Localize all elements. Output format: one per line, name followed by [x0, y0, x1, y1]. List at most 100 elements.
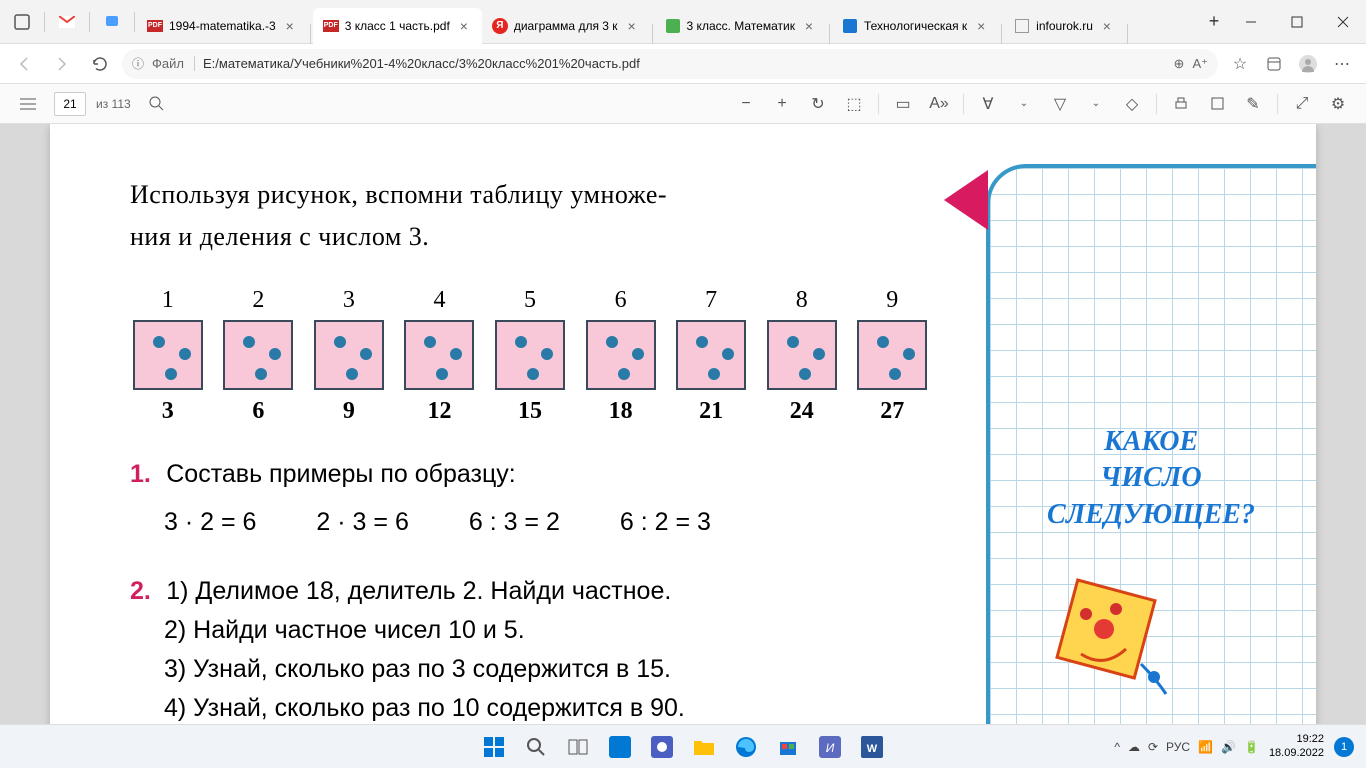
read-aloud-icon[interactable]: A⁺: [1192, 56, 1208, 72]
dice: [133, 320, 203, 390]
save-icon[interactable]: [1201, 88, 1233, 120]
page-total: из 113: [96, 97, 131, 111]
tab-label: 3 класс 1 часть.pdf: [345, 19, 450, 33]
tab-close-icon[interactable]: ×: [624, 18, 640, 34]
zoom-icon[interactable]: ⊕: [1174, 56, 1185, 72]
equation: 3 · 2 = 6: [164, 503, 256, 542]
tab-label: 3 класс. Математик: [687, 19, 795, 33]
taskbar-search-icon[interactable]: [516, 727, 556, 767]
print-icon[interactable]: [1165, 88, 1197, 120]
settings-icon[interactable]: ⚙: [1322, 88, 1354, 120]
equation: 2 · 3 = 6: [316, 503, 408, 542]
equation: 6 : 3 = 2: [469, 503, 560, 542]
chat-icon[interactable]: [98, 8, 126, 36]
tray-battery-icon[interactable]: 🔋: [1244, 740, 1259, 754]
pdf-toolbar: из 113 − + ↻ ⬚ ▭ A» ∀ ⌄ ▽ ⌄ ◇ ✎ ⤢ ⚙: [0, 84, 1366, 124]
tab-close-icon[interactable]: ×: [282, 18, 298, 34]
back-button[interactable]: [8, 48, 40, 80]
tray-volume-icon[interactable]: 🔊: [1221, 740, 1236, 754]
dice: [676, 320, 746, 390]
close-button[interactable]: [1320, 0, 1366, 44]
collections-icon[interactable]: [1258, 48, 1290, 80]
tab-close-icon[interactable]: ×: [801, 18, 817, 34]
maximize-button[interactable]: [1274, 0, 1320, 44]
url-box[interactable]: ⓘ Файл E:/математика/Учебники%201-4%20кл…: [122, 49, 1218, 79]
app-blue-icon[interactable]: [600, 727, 640, 767]
highlight-chevron-icon[interactable]: ⌄: [1080, 88, 1112, 120]
tab[interactable]: PDF 3 класс 1 часть.pdf ×: [313, 8, 482, 44]
task1-number: 1.: [130, 455, 160, 494]
edge-icon[interactable]: [726, 727, 766, 767]
dice-bottom-label: 27: [880, 398, 904, 425]
fit-icon[interactable]: ⬚: [838, 88, 870, 120]
draw-chevron-icon[interactable]: ⌄: [1008, 88, 1040, 120]
zoom-in-icon[interactable]: +: [766, 88, 798, 120]
intro-text: Используя рисунок, вспомни таблицу умнож…: [130, 174, 930, 257]
taskview-icon[interactable]: [558, 727, 598, 767]
dice-bottom-label: 6: [252, 398, 264, 425]
tab-close-icon[interactable]: ×: [1099, 18, 1115, 34]
erase-icon[interactable]: ◇: [1116, 88, 1148, 120]
draw-icon[interactable]: ∀: [972, 88, 1004, 120]
profile-icon[interactable]: [1292, 48, 1324, 80]
zoom-out-icon[interactable]: −: [730, 88, 762, 120]
pdf-viewport[interactable]: Используя рисунок, вспомни таблицу умнож…: [0, 124, 1366, 724]
start-icon[interactable]: [474, 727, 514, 767]
tab[interactable]: infourok.ru ×: [1004, 8, 1125, 44]
tab-actions-icon[interactable]: [8, 8, 36, 36]
tray-cloud-icon[interactable]: ☁: [1128, 740, 1140, 754]
app-purple-icon[interactable]: И: [810, 727, 850, 767]
svg-text:И: И: [826, 741, 835, 755]
search-icon[interactable]: [141, 88, 173, 120]
dice-top-label: 8: [796, 287, 808, 314]
minimize-button[interactable]: [1228, 0, 1274, 44]
tab-favicon: [842, 18, 858, 34]
rotate-icon[interactable]: ↻: [802, 88, 834, 120]
forward-button[interactable]: [46, 48, 78, 80]
dice-bottom-label: 24: [790, 398, 814, 425]
menu-icon[interactable]: ⋯: [1326, 48, 1358, 80]
dice-top-label: 6: [615, 287, 627, 314]
tab-favicon: PDF: [323, 18, 339, 34]
clock[interactable]: 19:22 18.09.2022: [1269, 733, 1324, 759]
explorer-icon[interactable]: [684, 727, 724, 767]
tab-label: infourok.ru: [1036, 19, 1093, 33]
task2-line: 3) Узнай, сколько раз по 3 содержится в …: [164, 650, 930, 689]
gmail-icon[interactable]: [53, 8, 81, 36]
page-view-icon[interactable]: ▭: [887, 88, 919, 120]
tab-close-icon[interactable]: ×: [456, 18, 472, 34]
dice-bottom-label: 12: [427, 398, 451, 425]
equation-row: 3 · 2 = 62 · 3 = 66 : 3 = 26 : 2 = 3: [164, 503, 930, 542]
new-tab-button[interactable]: +: [1200, 8, 1228, 36]
titlebar: PDF1994-matematika.-3×PDF3 класс 1 часть…: [0, 0, 1366, 44]
tab[interactable]: Технологическая к×: [832, 8, 999, 44]
tab-close-icon[interactable]: ×: [973, 18, 989, 34]
page-input[interactable]: [54, 92, 86, 116]
dice: [314, 320, 384, 390]
saveas-icon[interactable]: ✎: [1237, 88, 1269, 120]
task2-line: 2) Найди частное чисел 10 и 5.: [164, 611, 930, 650]
dice-bottom-label: 15: [518, 398, 542, 425]
tray-sync-icon[interactable]: ⟳: [1148, 740, 1158, 754]
word-icon[interactable]: W: [852, 727, 892, 767]
notifications-icon[interactable]: 1: [1334, 737, 1354, 757]
highlight-icon[interactable]: ▽: [1044, 88, 1076, 120]
fullscreen-icon[interactable]: ⤢: [1286, 88, 1318, 120]
dice-top-label: 4: [433, 287, 445, 314]
tab-favicon: PDF: [147, 18, 163, 34]
store-icon[interactable]: [768, 727, 808, 767]
read-icon[interactable]: A»: [923, 88, 955, 120]
tab[interactable]: PDF1994-matematika.-3×: [137, 8, 308, 44]
tab[interactable]: 3 класс. Математик ×: [655, 8, 827, 44]
contents-icon[interactable]: [12, 88, 44, 120]
tab[interactable]: Ядиаграмма для 3 к×: [482, 8, 650, 44]
tray-chevron-icon[interactable]: ^: [1114, 740, 1120, 754]
tray-wifi-icon[interactable]: 📶: [1198, 740, 1213, 754]
tray-lang[interactable]: РУС: [1166, 740, 1190, 754]
favorites-icon[interactable]: ☆: [1224, 48, 1256, 80]
site-info-icon[interactable]: ⓘ: [132, 55, 144, 72]
dice-top-label: 3: [343, 287, 355, 314]
app-chat-icon[interactable]: [642, 727, 682, 767]
refresh-button[interactable]: [84, 48, 116, 80]
dice-row: 132639412515618721824927: [130, 287, 930, 425]
